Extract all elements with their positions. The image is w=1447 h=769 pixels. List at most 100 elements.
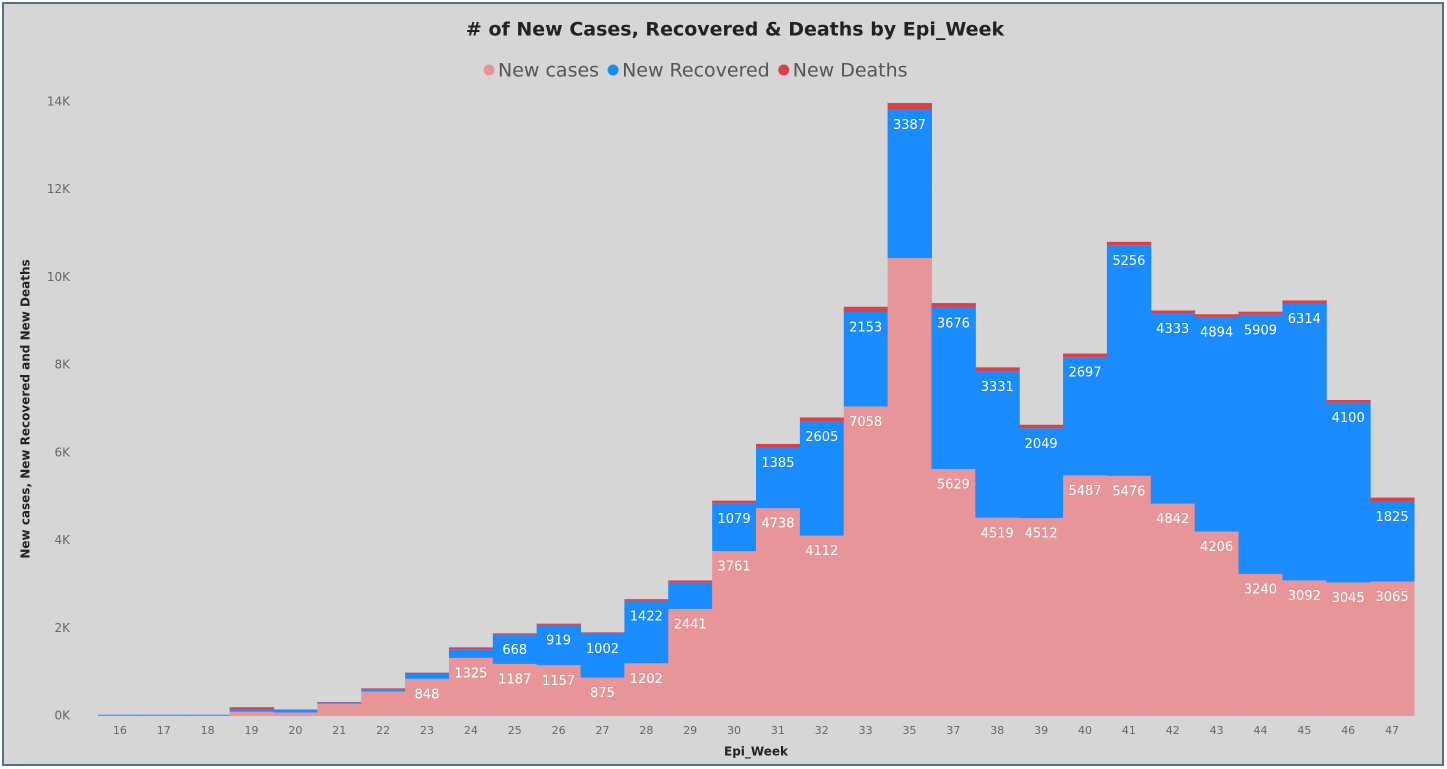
bar-segment [712,500,757,504]
data-label: 2605 [805,430,838,445]
x-tick-label: 37 [946,724,960,737]
bar-segment [1063,357,1108,476]
data-label: 2697 [1068,366,1101,381]
data-label: 1079 [718,512,751,527]
legend-marker [607,64,619,76]
data-label: 3065 [1376,590,1409,605]
bar-segment [1282,580,1327,716]
bar-segment [492,633,538,635]
bar-segment [843,306,889,313]
y-tick-label: 14K [47,95,71,109]
bar-segment [887,103,932,110]
bar-segment [448,657,494,716]
data-label: 1002 [586,642,619,657]
bar-segment [712,503,757,552]
bar-segment [580,632,625,634]
data-label: 3676 [937,316,970,331]
x-tick-label: 19 [245,724,259,737]
x-tick-label: 24 [464,724,478,737]
bar-segment [668,580,713,583]
bar-segment [799,535,845,716]
bar-segment [624,599,669,601]
x-tick-label: 40 [1078,724,1092,737]
data-label: 3387 [893,118,926,133]
data-label: 4512 [1025,527,1058,542]
bar-segment [1063,353,1108,358]
bar-segment [1282,303,1327,581]
bar-segment [98,714,143,716]
x-tick-label: 17 [157,724,171,737]
bar-segment [580,633,625,678]
bar-segment [580,677,625,716]
x-tick-label: 30 [727,724,741,737]
bar-segment [931,303,976,308]
bar-segment [1106,475,1152,716]
data-label: 3761 [718,560,751,575]
legend-marker [778,64,790,76]
data-label: 1325 [454,666,487,681]
data-label: 875 [590,686,615,701]
data-label: 4206 [1200,540,1233,555]
bar-segment [887,109,932,259]
bar-segment [448,647,494,650]
data-label: 4894 [1200,325,1233,340]
bar-segment [799,417,845,422]
data-label: 3240 [1244,582,1277,597]
bar-segment [668,582,713,609]
data-label: 7058 [849,415,882,430]
bar-segment [492,663,538,716]
x-tick-label: 46 [1341,724,1355,737]
bar-segment [1150,310,1196,314]
legend-label: New Deaths [793,60,908,82]
x-tick-label: 47 [1385,724,1399,737]
bar-segment [229,709,274,712]
y-tick-label: 2K [54,621,71,635]
bar-segment [1063,475,1108,716]
bar-segment [448,649,494,658]
bar-segment [975,517,1020,716]
bar-segment [756,508,801,716]
x-tick-label: 28 [639,724,653,737]
data-label: 1385 [761,456,794,471]
x-tick-label: 25 [508,724,522,737]
bar-segment [1326,402,1371,583]
bar-segment [361,688,406,690]
data-label: 4100 [1332,411,1365,426]
bar-segment [1106,245,1152,476]
bar-segment [931,307,976,470]
data-label: 2049 [1025,437,1058,452]
bar-segment [843,406,889,716]
bar-segment [668,608,713,716]
data-label: 668 [502,643,527,658]
data-label: 1202 [630,672,663,687]
bar-segment [1019,518,1064,716]
bar-segment [317,703,362,716]
bar-segment [229,711,274,716]
bar-segment [1238,314,1283,574]
x-tick-label: 39 [1034,724,1048,737]
bar-segment [1194,314,1240,317]
bar-segment [1019,428,1064,519]
legend-marker [483,64,495,76]
bar-segment [1194,531,1240,716]
data-label: 4842 [1156,512,1189,527]
data-label: 919 [546,633,571,648]
bar-segment [1150,313,1196,504]
data-label: 2153 [849,321,882,336]
bar-segment [1194,316,1240,532]
x-tick-label: 20 [288,724,302,737]
legend-label: New cases [498,60,599,82]
x-tick-label: 44 [1253,724,1267,737]
x-axis-title: Epi_Week [724,745,789,760]
bar-segment [1370,501,1415,582]
data-label: 4333 [1156,322,1189,337]
bar-segment [887,258,932,716]
data-label: 5256 [1112,254,1145,269]
bar-segment [492,634,538,664]
bar-segment [1238,311,1283,315]
bar-segment [536,624,582,666]
bar-segment [273,712,318,716]
bar-segment [843,312,889,407]
bar-segment [405,672,450,674]
